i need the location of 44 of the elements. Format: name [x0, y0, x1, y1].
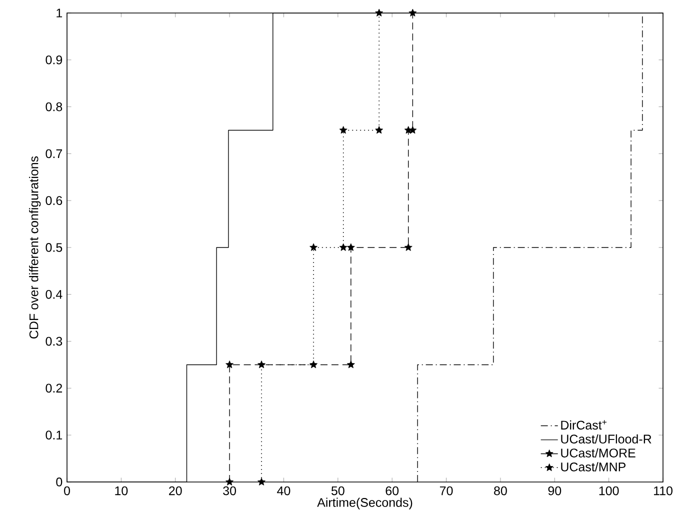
x-tick-label: 100 [599, 486, 619, 496]
point [258, 478, 266, 486]
y-tick-label: 0.8 [46, 102, 62, 112]
point [375, 8, 384, 16]
y-tick-label: 0.9 [46, 55, 62, 64]
y-axis-title: CDF over different configurations [29, 156, 41, 338]
x-tick-label: 90 [548, 486, 562, 496]
x-tick-label: 30 [223, 486, 236, 496]
x-tick-label: 110 [654, 486, 672, 496]
y-tick-label: 0.1 [46, 430, 62, 440]
point [375, 126, 384, 134]
y-tick-label: 0.2 [46, 384, 62, 393]
point [339, 126, 348, 134]
x-tick-label: 80 [494, 486, 507, 496]
point [258, 360, 266, 368]
x-tick-label: 20 [169, 486, 182, 496]
x-tick-label: 60 [386, 486, 399, 496]
y-tick-label: 0.5 [46, 243, 62, 252]
x-tick-label: 10 [115, 486, 128, 496]
x-axis-title: Airtime(Seconds) [317, 498, 412, 510]
x-tick-label: 70 [440, 486, 453, 496]
point [346, 243, 355, 251]
point [310, 243, 318, 251]
point [404, 243, 412, 251]
y-tick-label: 0.6 [46, 196, 62, 206]
point [226, 478, 234, 486]
x-tick-label: 0 [64, 486, 70, 496]
point [408, 126, 417, 134]
legend-label: DirCast$^{+}$ [561, 420, 607, 430]
x-tick-label: 50 [331, 486, 344, 496]
point [408, 8, 417, 16]
y-tick-label: 0.7 [46, 149, 62, 158]
y-tick-label: 0.3 [46, 336, 62, 346]
point [339, 243, 348, 251]
point [226, 360, 234, 368]
legend-label: UCast/MORE [561, 448, 636, 458]
legend-label: UCast/UFlood-R [561, 434, 652, 444]
point [346, 360, 355, 368]
x-tick-label: 40 [277, 486, 290, 496]
y-tick-label: 0.4 [46, 290, 62, 299]
y-tick-label: 0 [56, 478, 62, 486]
point [310, 360, 318, 368]
y-tick-label: 1 [56, 8, 62, 18]
legend-label: UCast/MNP [561, 462, 626, 472]
